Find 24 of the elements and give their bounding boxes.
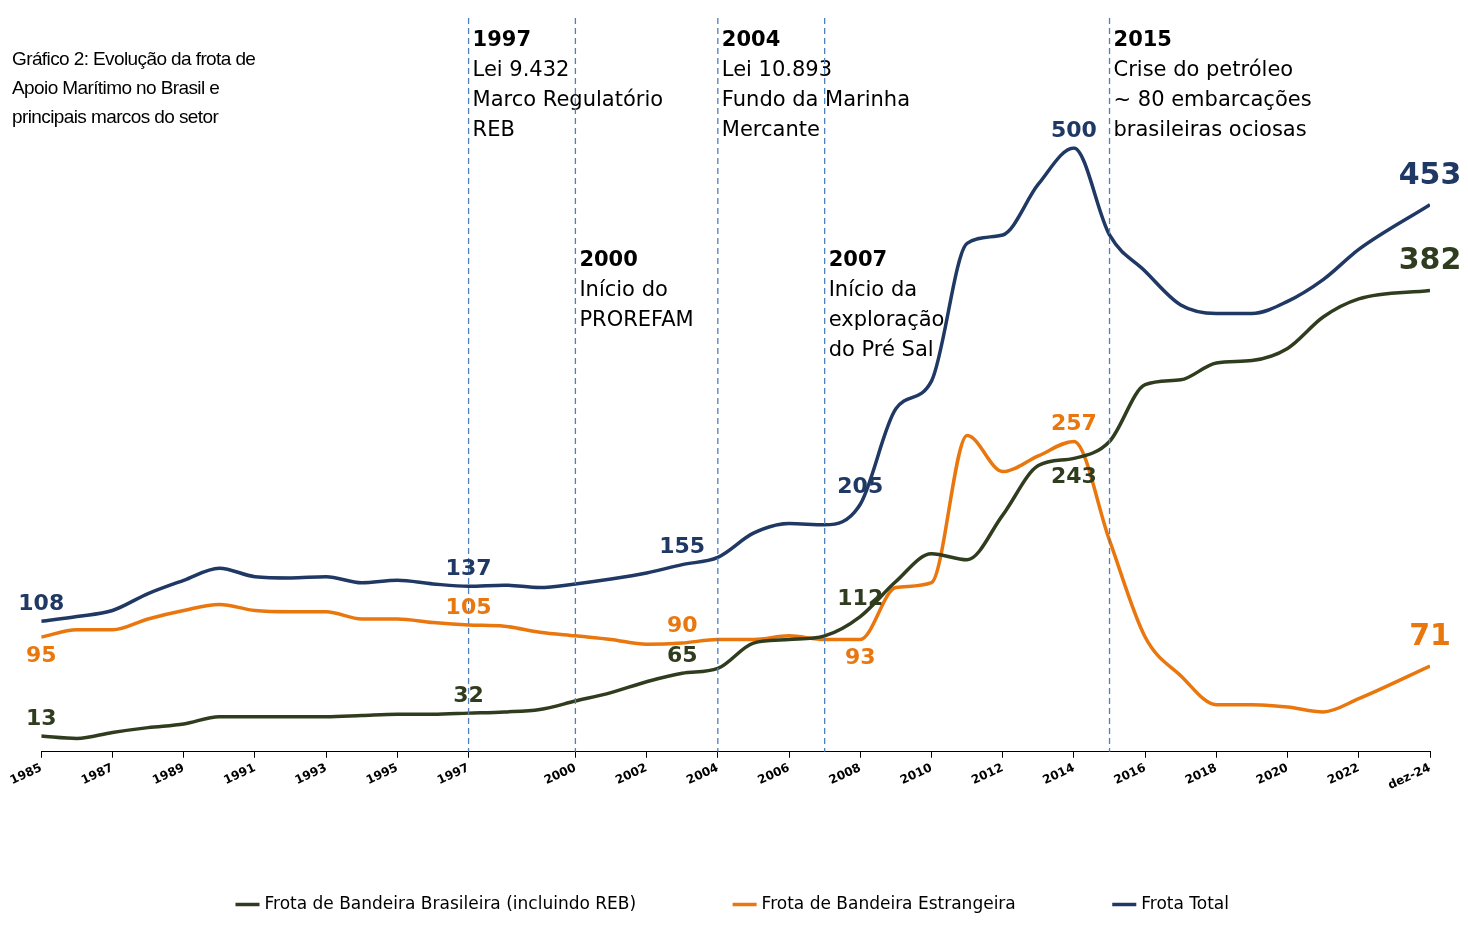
data-label: 155 (659, 533, 706, 559)
data-label: 95 (25, 641, 57, 667)
ref-line-label: 2000 Início do PROREFAM (579, 246, 694, 331)
ref-line-label: 2015 Crise do petróleo ~ 80 embarcações brasileiras ociosas (1113, 26, 1312, 141)
data-label: 13 (25, 704, 57, 730)
data-label: 71 (1409, 616, 1451, 652)
data-label: 93 (844, 644, 876, 670)
data-label: 257 (1050, 410, 1097, 436)
data-label: 65 (666, 641, 698, 667)
data-label: 500 (1050, 116, 1097, 142)
data-label: 382 (1398, 241, 1462, 277)
legend-label: Frota Total (1141, 892, 1230, 913)
data-label: 90 (666, 611, 698, 637)
ref-line-label: 2007 Início da exploração do Pré Sal (828, 246, 945, 361)
data-label: 453 (1398, 155, 1462, 191)
data-label: 137 (445, 555, 492, 581)
data-label: 108 (18, 590, 65, 616)
legend-label: Frota de Bandeira Estrangeira (761, 892, 1016, 913)
data-label: 32 (453, 681, 484, 707)
ref-line-label: 1997 Lei 9.432 Marco Regulatório REB (472, 26, 664, 141)
legend-label: Frota de Bandeira Brasileira (incluindo REB) (264, 892, 637, 913)
ref-line-label: 2004 Lei 10.893 Fundo da Marinha Mercante (721, 26, 911, 141)
data-label: 105 (445, 593, 492, 619)
chart-title: Gráfico 2: Evolução da frota de Apoio Marítimo no Brasil e principais marcos do setor (12, 47, 257, 129)
